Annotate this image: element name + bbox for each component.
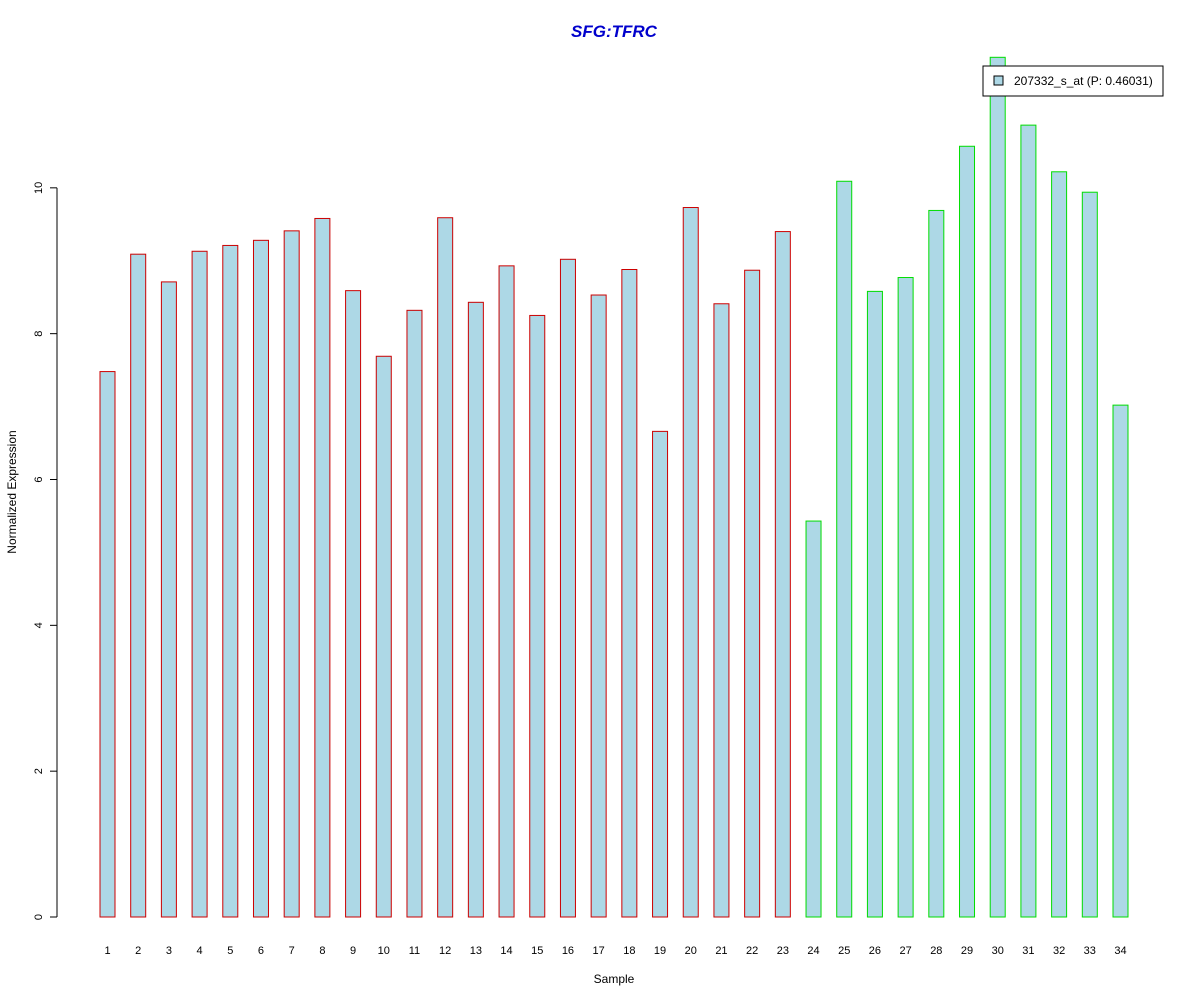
x-tick-label: 18 <box>623 945 635 957</box>
bar-sample-34 <box>1112 404 1129 918</box>
y-tick-label: 4 <box>33 622 45 628</box>
x-tick-label: 20 <box>685 945 697 957</box>
bar-sample-7 <box>283 230 300 918</box>
y-tick-label: 2 <box>33 768 45 774</box>
x-tick-label: 12 <box>439 945 451 957</box>
bar-sample-6 <box>252 239 269 918</box>
bar-sample-20 <box>682 207 699 918</box>
bar-sample-25 <box>836 180 853 918</box>
legend-entry: 207332_s_at (P: 0.46031) <box>1014 74 1153 88</box>
bar-sample-24 <box>805 520 822 918</box>
bar-sample-16 <box>559 258 576 918</box>
bar-sample-11 <box>406 309 423 918</box>
x-tick-label: 31 <box>1022 945 1034 957</box>
bar-sample-17 <box>590 294 607 918</box>
bar-sample-28 <box>928 209 945 918</box>
bar-sample-32 <box>1051 171 1068 918</box>
x-tick-label: 32 <box>1053 945 1065 957</box>
bar-sample-5 <box>222 244 239 918</box>
x-tick-label: 26 <box>869 945 881 957</box>
y-tick-label: 10 <box>33 182 45 194</box>
y-axis: 0 2 4 6 8 10 <box>33 182 58 920</box>
x-tick-label: 11 <box>409 945 420 957</box>
y-tick-label: 8 <box>33 331 45 337</box>
bar-sample-18 <box>621 269 638 918</box>
x-tick-label: 30 <box>992 945 1004 957</box>
x-tick-label: 4 <box>197 945 203 957</box>
x-tick-label: 1 <box>104 945 110 957</box>
x-tick-label: 9 <box>350 945 356 957</box>
x-tick-labels: 1 2 3 4 5 6 7 8 9 10 11 12 13 14 15 16 17 18 19 20 21 22 23 24 2… <box>104 945 1126 957</box>
x-tick-label: 24 <box>807 945 819 957</box>
bar-sample-1 <box>99 371 116 918</box>
bar-sample-23 <box>774 231 791 918</box>
x-tick-label: 29 <box>961 945 973 957</box>
x-tick-label: 3 <box>166 945 172 957</box>
bar-sample-13 <box>467 301 484 918</box>
bar-sample-29 <box>959 145 976 918</box>
x-tick-label: 21 <box>715 945 727 957</box>
x-tick-label: 19 <box>654 945 666 957</box>
bar-sample-30 <box>989 56 1006 918</box>
x-tick-label: 7 <box>289 945 295 957</box>
y-axis-label: Normalized Expression <box>5 430 19 553</box>
x-tick-label: 15 <box>531 945 543 957</box>
bar-sample-8 <box>314 217 331 918</box>
bar-sample-12 <box>437 217 454 918</box>
x-tick-label: 16 <box>562 945 574 957</box>
y-tick-label: 0 <box>33 914 45 920</box>
x-tick-label: 28 <box>930 945 942 957</box>
x-tick-label: 17 <box>593 945 605 957</box>
x-tick-label: 22 <box>746 945 758 957</box>
legend: 207332_s_at (P: 0.46031) <box>982 65 1164 97</box>
bar-sample-14 <box>498 265 515 918</box>
x-tick-label: 27 <box>899 945 911 957</box>
x-tick-label: 34 <box>1114 945 1126 957</box>
bar-sample-3 <box>160 281 177 918</box>
x-tick-label: 6 <box>258 945 264 957</box>
bar-sample-22 <box>744 269 761 918</box>
x-tick-label: 10 <box>378 945 390 957</box>
x-tick-label: 5 <box>227 945 233 957</box>
bar-sample-2 <box>130 253 147 918</box>
chart-title: SFG:TFRC <box>571 22 658 41</box>
x-tick-label: 23 <box>777 945 789 957</box>
x-axis-label: Sample <box>594 972 635 986</box>
y-tick-label: 6 <box>33 476 45 482</box>
bar-sample-9 <box>345 290 362 918</box>
bar-sample-26 <box>866 290 883 918</box>
bar-sample-33 <box>1081 191 1098 918</box>
legend-box <box>982 65 1164 97</box>
x-tick-label: 25 <box>838 945 850 957</box>
bars <box>99 56 1129 918</box>
x-tick-label: 8 <box>319 945 325 957</box>
x-tick-label: 33 <box>1084 945 1096 957</box>
bar-sample-27 <box>897 277 914 918</box>
x-tick-label: 2 <box>135 945 141 957</box>
bar-sample-4 <box>191 250 208 918</box>
bar-sample-10 <box>375 355 392 918</box>
legend-swatch <box>993 75 1004 86</box>
x-tick-label: 13 <box>470 945 482 957</box>
bar-sample-15 <box>529 314 546 918</box>
bar-sample-31 <box>1020 124 1037 918</box>
bar-sample-19 <box>652 430 669 918</box>
x-tick-label: 14 <box>500 945 512 957</box>
bar-sample-21 <box>713 303 730 918</box>
